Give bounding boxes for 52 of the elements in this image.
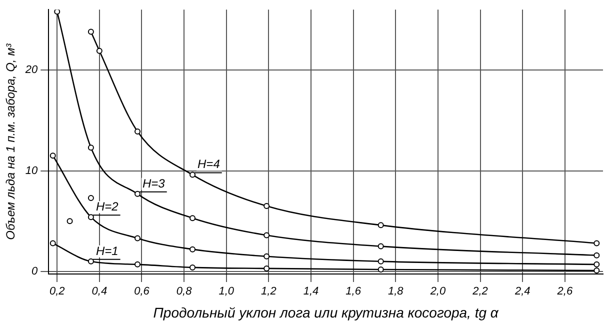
point <box>134 261 141 268</box>
x-tick-label: 1,0 <box>218 286 235 298</box>
x-tick-label: 0,2 <box>49 286 65 298</box>
point <box>190 215 196 222</box>
point <box>88 28 94 35</box>
point <box>88 258 94 264</box>
series-label: H=3 <box>142 176 166 190</box>
point <box>594 261 600 268</box>
point <box>50 152 56 159</box>
x-tick-label: 1,8 <box>388 286 404 298</box>
point <box>264 253 270 260</box>
x-tick-label: 0,8 <box>176 286 193 298</box>
point <box>378 222 384 228</box>
point <box>378 266 384 272</box>
y-tick-label: 20 <box>24 64 39 76</box>
y-tick-label: 10 <box>25 164 39 177</box>
x-tick-label: 2,6 <box>556 286 574 298</box>
point <box>88 194 94 201</box>
point <box>378 258 384 264</box>
x-tick-label: 1,6 <box>346 286 362 298</box>
point <box>134 128 141 134</box>
point <box>264 265 270 272</box>
x-tick-label: 2,0 <box>429 286 446 298</box>
point <box>134 190 141 197</box>
point <box>54 10 60 15</box>
x-tick-label: 2,2 <box>472 286 488 298</box>
point <box>594 252 600 258</box>
point <box>96 48 102 54</box>
point <box>594 267 600 274</box>
x-axis-title: Продольный уклон лога или крутизна косогора, tg α <box>153 304 500 320</box>
point <box>88 144 94 151</box>
point <box>190 172 196 178</box>
x-tick-label: 1,4 <box>303 286 319 298</box>
x-tick-label: 1,2 <box>261 286 276 298</box>
series-label: H=1 <box>96 244 118 258</box>
point <box>378 243 384 250</box>
point <box>264 203 270 210</box>
y-tick-label: 0 <box>32 266 39 278</box>
series-label: H=4 <box>198 157 220 172</box>
x-tick-label: 2,4 <box>514 286 530 298</box>
x-tick-label: 0,6 <box>134 286 150 298</box>
x-tick-label: 0,4 <box>92 286 108 298</box>
point <box>134 235 141 242</box>
point <box>66 218 73 224</box>
point <box>50 240 56 246</box>
y-axis-title: Объем льда на 1 п.м. забора, Q, м³ <box>4 42 18 240</box>
point <box>190 246 196 252</box>
point <box>190 264 196 270</box>
point <box>88 214 94 220</box>
point <box>264 232 270 238</box>
point <box>594 240 600 246</box>
series-label: H=2 <box>96 199 119 214</box>
